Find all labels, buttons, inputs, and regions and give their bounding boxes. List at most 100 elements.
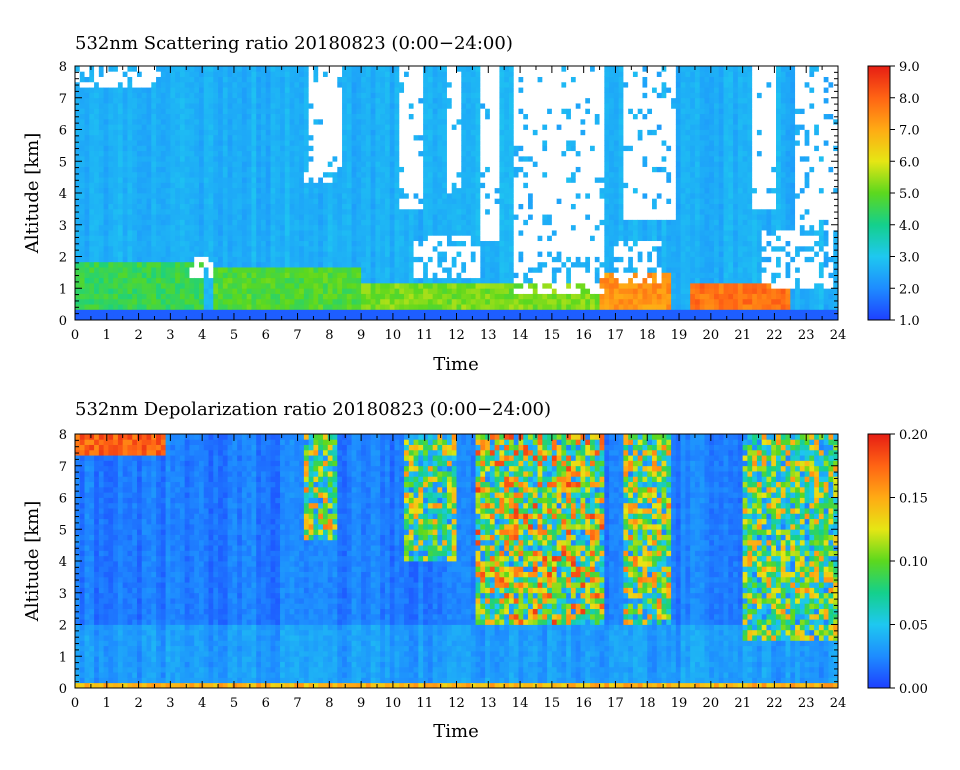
heatmap-cell xyxy=(427,198,434,204)
heatmap-cell xyxy=(84,87,90,93)
heatmap-cell xyxy=(480,193,486,199)
heatmap-cell xyxy=(356,76,362,83)
heatmap-cell xyxy=(227,293,233,300)
heatmap-cell xyxy=(489,256,496,263)
heatmap-cell xyxy=(299,134,305,141)
heatmap-cell xyxy=(418,97,424,104)
heatmap-cell xyxy=(361,97,367,104)
heatmap-cell xyxy=(556,256,562,263)
heatmap-cell xyxy=(556,193,562,199)
heatmap-cell xyxy=(475,261,481,268)
heatmap-cell xyxy=(427,219,434,226)
heatmap-cell xyxy=(213,314,219,321)
heatmap-cell xyxy=(446,182,453,189)
heatmap-cell xyxy=(423,198,429,204)
heatmap-cell xyxy=(136,298,143,305)
heatmap-cell xyxy=(256,245,262,252)
heatmap-cell xyxy=(322,124,329,130)
heatmap-cell xyxy=(513,113,519,120)
heatmap-cell xyxy=(246,193,252,199)
heatmap-cell xyxy=(418,298,424,305)
heatmap-cell xyxy=(156,235,162,242)
heatmap-cell xyxy=(384,203,391,210)
heatmap-cell xyxy=(327,277,333,284)
heatmap-cell xyxy=(227,87,233,93)
heatmap-cell xyxy=(494,245,500,252)
heatmap-cell xyxy=(194,193,200,199)
heatmap-cell xyxy=(332,288,338,294)
heatmap-cell xyxy=(466,108,472,115)
heatmap-cell xyxy=(446,288,453,294)
heatmap-cell xyxy=(380,282,386,289)
heatmap-cell xyxy=(513,203,519,210)
heatmap-cell xyxy=(165,224,171,231)
heatmap-cell xyxy=(446,203,453,210)
heatmap-cell xyxy=(370,230,376,236)
heatmap-cell xyxy=(127,272,133,279)
heatmap-cell xyxy=(108,134,114,141)
heatmap-cell xyxy=(518,66,524,72)
heatmap-cell xyxy=(523,97,529,104)
heatmap-cell xyxy=(380,145,386,152)
heatmap-cell xyxy=(442,92,448,99)
heatmap-cell xyxy=(98,92,105,99)
heatmap-cell xyxy=(141,177,147,183)
heatmap-cell xyxy=(284,177,290,183)
heatmap-cell xyxy=(184,288,190,294)
heatmap-cell xyxy=(313,304,319,310)
heatmap-cell xyxy=(260,155,267,162)
heatmap-cell xyxy=(332,304,338,310)
heatmap-cell xyxy=(299,103,305,109)
heatmap-cell xyxy=(203,76,209,83)
heatmap-cell xyxy=(275,87,281,93)
heatmap-cell xyxy=(346,261,352,268)
heatmap-cell xyxy=(203,150,209,157)
heatmap-cell xyxy=(160,66,167,72)
heatmap-cell xyxy=(127,150,133,157)
heatmap-cell xyxy=(446,293,453,300)
heatmap-cell xyxy=(308,198,314,204)
heatmap-cell xyxy=(470,214,476,220)
heatmap-cell xyxy=(218,76,224,83)
heatmap-cell xyxy=(160,304,167,310)
heatmap-cell xyxy=(265,129,271,136)
heatmap-cell xyxy=(132,155,138,162)
heatmap-cell xyxy=(537,267,543,273)
heatmap-cell xyxy=(346,182,352,189)
heatmap-cell xyxy=(117,309,124,316)
heatmap-cell xyxy=(156,272,162,279)
heatmap-cell xyxy=(265,240,271,247)
heatmap-cell xyxy=(318,134,324,141)
heatmap-cell xyxy=(504,288,510,294)
heatmap-cell xyxy=(246,251,252,257)
heatmap-cell xyxy=(551,134,558,141)
heatmap-cell xyxy=(299,214,305,220)
heatmap-cell xyxy=(265,145,271,152)
heatmap-cell xyxy=(136,203,143,210)
heatmap-cell xyxy=(556,224,562,231)
heatmap-cell xyxy=(237,256,243,263)
heatmap-cell xyxy=(532,293,538,300)
heatmap-cell xyxy=(394,129,400,136)
heatmap-cell xyxy=(265,193,271,199)
heatmap-cell xyxy=(79,288,85,294)
heatmap-cell xyxy=(504,140,510,146)
heatmap-cell xyxy=(303,76,310,83)
heatmap-cell xyxy=(108,193,114,199)
heatmap-cell xyxy=(237,198,243,204)
heatmap-cell xyxy=(504,124,510,130)
heatmap-cell xyxy=(289,81,295,88)
heatmap-cell xyxy=(404,240,410,247)
heatmap-cell xyxy=(132,240,138,247)
heatmap-cell xyxy=(342,103,348,109)
heatmap-cell xyxy=(208,251,214,257)
heatmap-cell xyxy=(103,293,109,300)
heatmap-cell xyxy=(251,161,257,167)
heatmap-cell xyxy=(466,272,472,279)
heatmap-cell xyxy=(294,282,300,289)
heatmap-cell xyxy=(251,118,257,125)
heatmap-cell xyxy=(256,304,262,310)
heatmap-cell xyxy=(303,171,310,178)
heatmap-cell xyxy=(437,66,443,72)
heatmap-cell xyxy=(275,81,281,88)
